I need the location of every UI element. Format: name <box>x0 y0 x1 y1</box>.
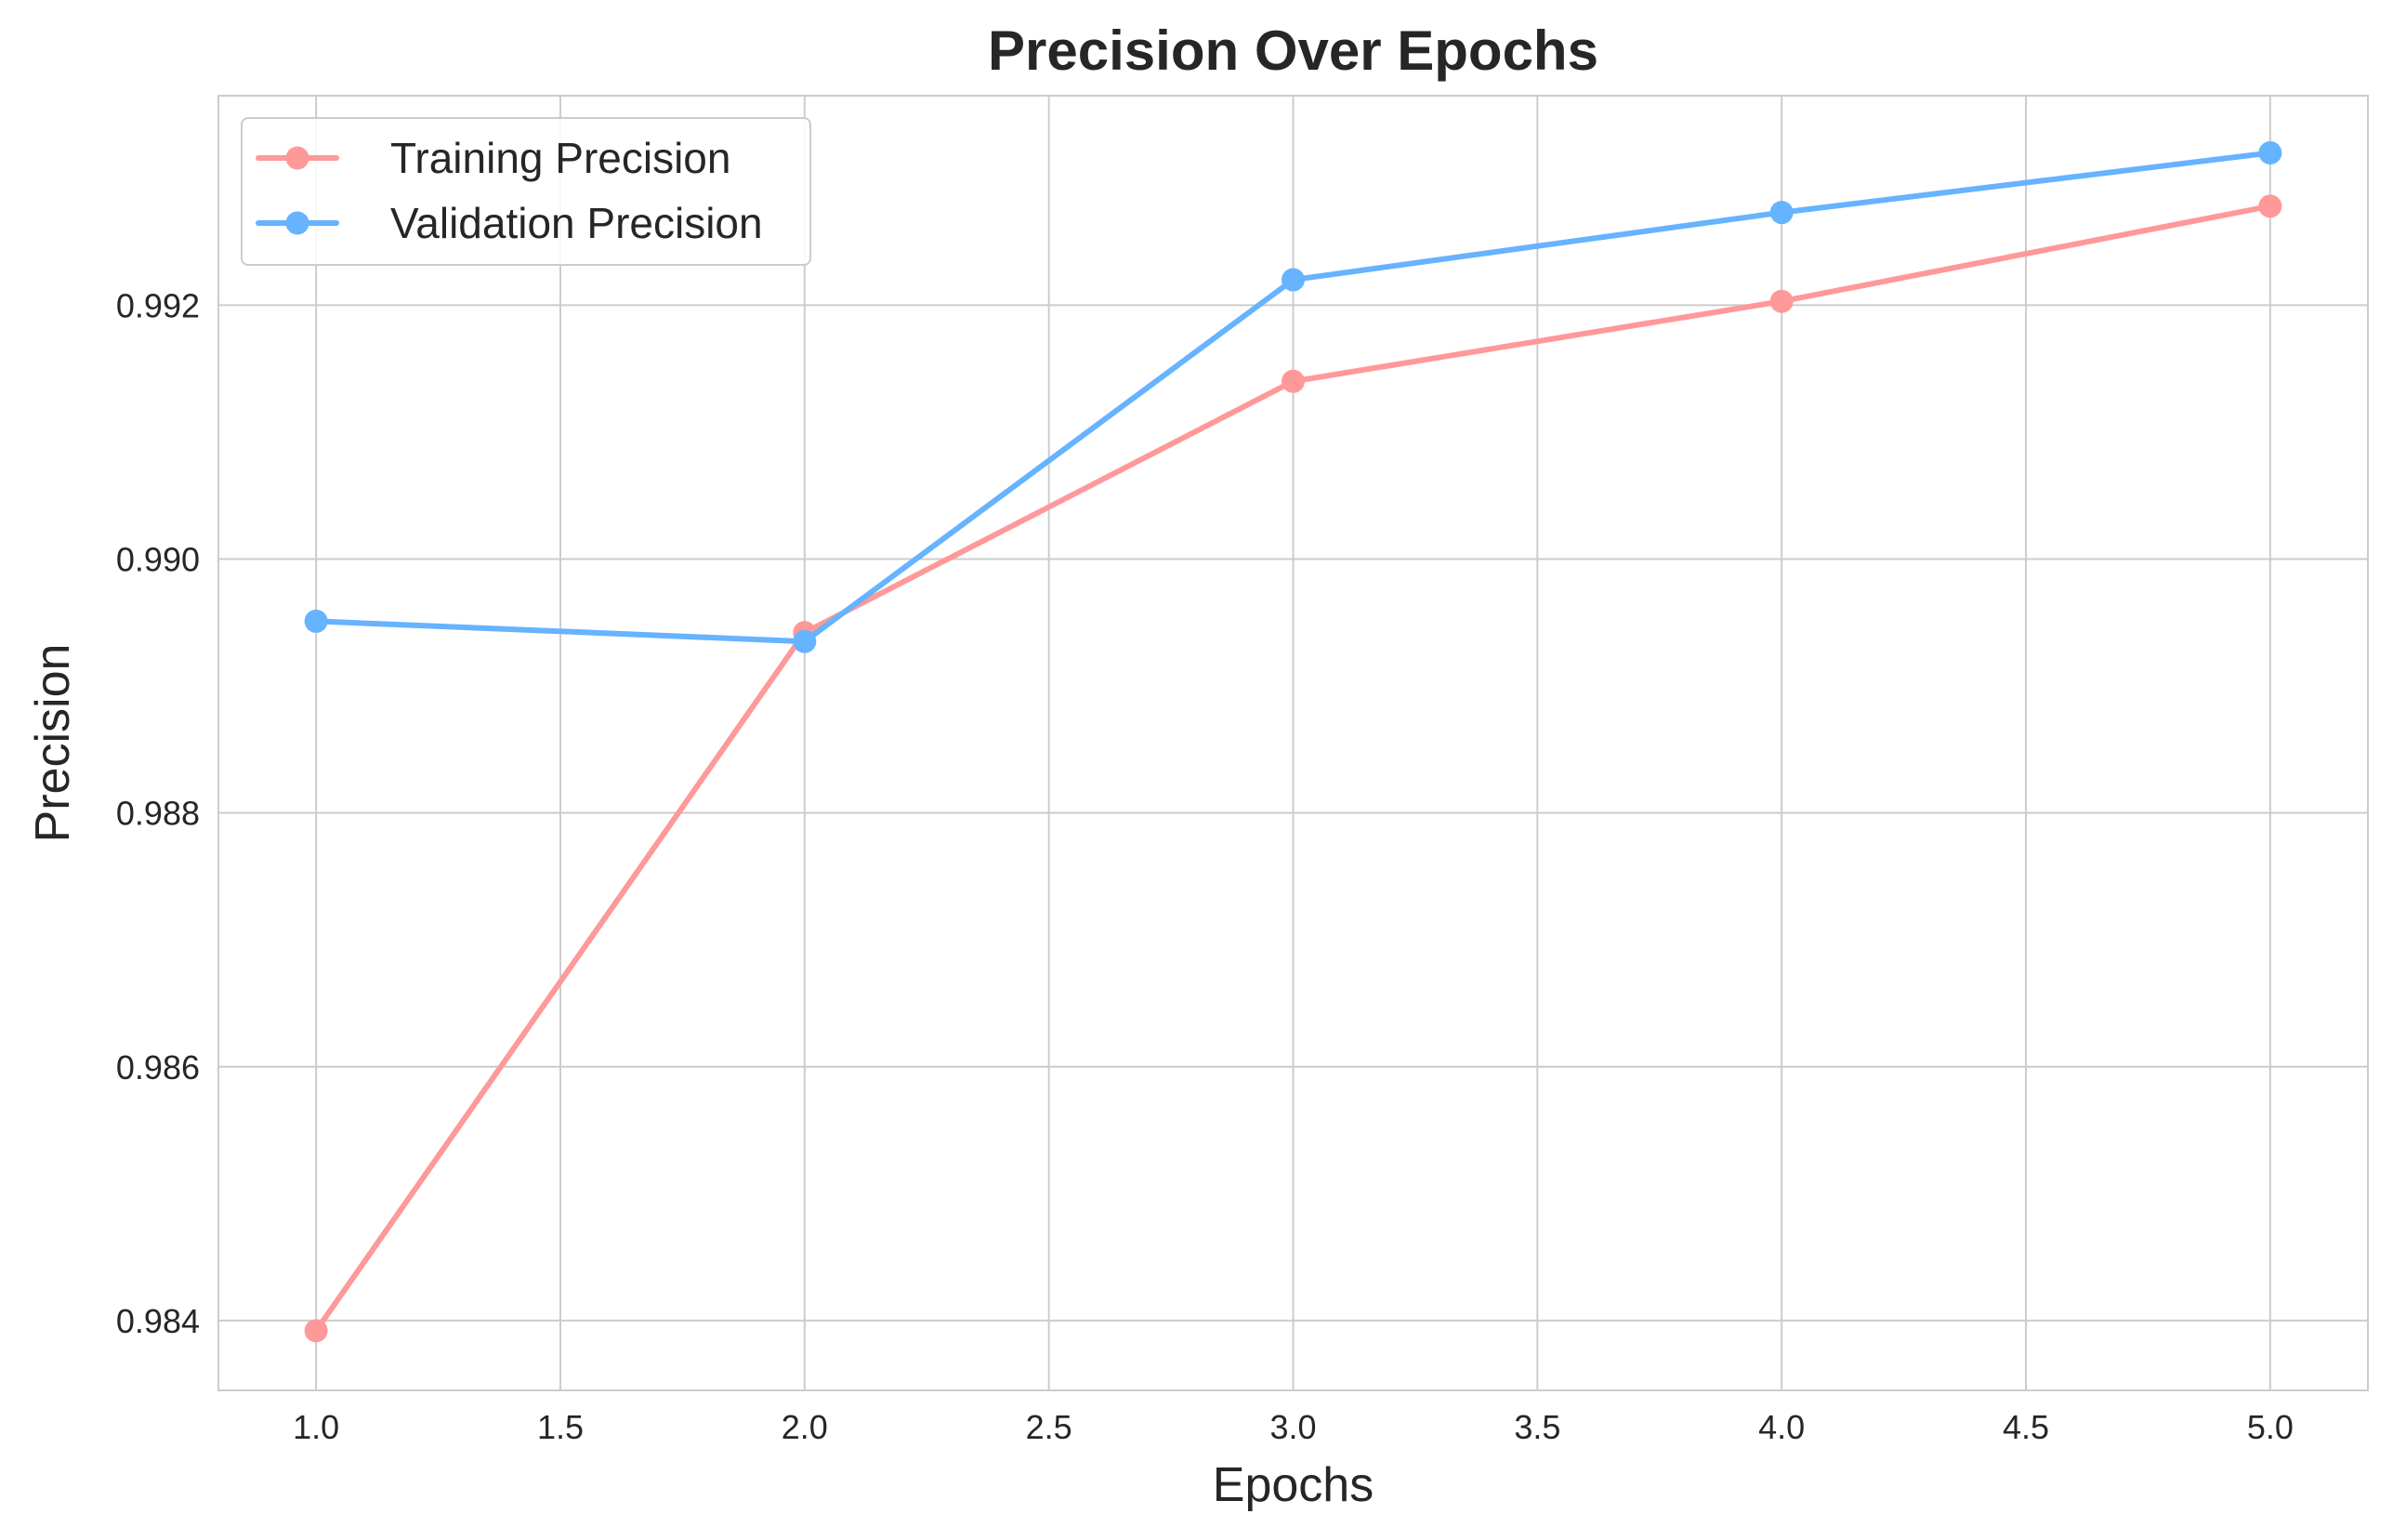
y-tick-label: 0.986 <box>116 1048 200 1086</box>
data-point-training-precision <box>1769 289 1794 313</box>
x-tick-label: 3.0 <box>1269 1408 1316 1446</box>
y-tick-label: 0.992 <box>116 286 200 324</box>
legend-label: Training Precision <box>390 134 730 182</box>
x-axis-ticks: 1.0 1.5 2.0 2.5 3.0 3.5 4.0 4.5 5.0 <box>293 1408 2294 1446</box>
x-tick-label: 1.5 <box>537 1408 584 1446</box>
x-tick-label: 2.0 <box>782 1408 828 1446</box>
data-point-training-precision <box>304 1319 328 1343</box>
legend-label: Validation Precision <box>390 199 763 247</box>
legend: Training Precision Validation Precision <box>241 117 811 266</box>
legend-marker-swatch <box>285 146 309 170</box>
plot-area <box>217 95 2369 1391</box>
legend-box <box>241 117 811 266</box>
chart-title: Precision Over Epochs <box>988 20 1598 82</box>
y-axis-label: Precision <box>26 644 80 843</box>
legend-marker-swatch <box>285 211 309 235</box>
x-tick-label: 4.5 <box>2003 1408 2049 1446</box>
data-point-validation-precision <box>2258 140 2282 165</box>
y-tick-label: 0.984 <box>116 1302 200 1340</box>
data-point-validation-precision <box>304 609 328 633</box>
data-point-validation-precision <box>1282 268 1305 292</box>
data-point-training-precision <box>1282 369 1305 393</box>
x-tick-label: 5.0 <box>2247 1408 2294 1446</box>
y-axis-ticks: 0.984 0.986 0.988 0.990 0.992 <box>116 286 200 1340</box>
x-tick-label: 4.0 <box>1758 1408 1805 1446</box>
x-axis-label: Epochs <box>1213 1458 1374 1512</box>
y-tick-label: 0.988 <box>116 795 200 833</box>
data-point-validation-precision <box>793 629 817 653</box>
x-tick-label: 2.5 <box>1026 1408 1072 1446</box>
y-tick-label: 0.990 <box>116 540 200 578</box>
x-tick-label: 1.0 <box>293 1408 339 1446</box>
data-point-training-precision <box>2258 194 2282 218</box>
x-tick-label: 3.5 <box>1514 1408 1560 1446</box>
data-point-validation-precision <box>1769 201 1794 225</box>
series-layer <box>304 140 2282 1343</box>
